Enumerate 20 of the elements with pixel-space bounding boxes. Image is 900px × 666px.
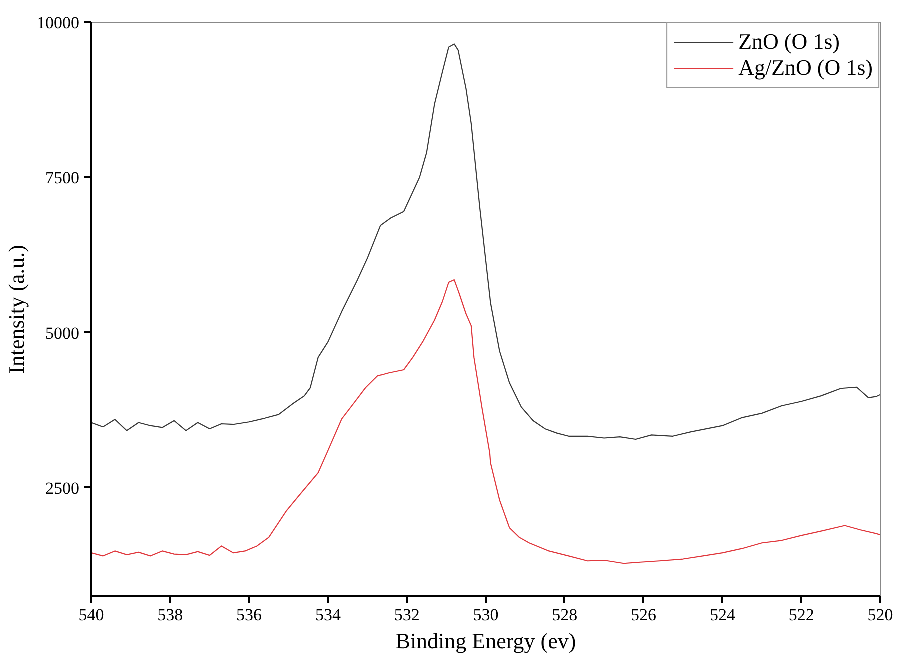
x-tick-label: 532	[394, 606, 420, 624]
x-tick-label: 520	[868, 606, 894, 624]
x-tick-label: 526	[631, 606, 657, 624]
x-tick-label: 522	[788, 606, 814, 624]
x-axis-title: Binding Energy (ev)	[396, 628, 576, 654]
legend-label: ZnO (O 1s)	[738, 29, 840, 55]
y-tick-label: 2500	[46, 478, 80, 498]
x-tick-label: 528	[552, 606, 578, 624]
x-tick-label: 538	[158, 606, 184, 624]
y-tick-label: 7500	[46, 168, 80, 188]
x-tick-label: 534	[315, 606, 342, 624]
y-axis-title: Intensity (a.u.)	[4, 245, 29, 374]
y-tick-label: 5000	[46, 324, 80, 343]
line-series	[92, 279, 880, 564]
x-tick-label: 540	[78, 606, 104, 624]
x-tick-label: 536	[236, 606, 262, 624]
legend-label: Ag/ZnO (O 1s)	[738, 55, 873, 81]
x-tick-label: 524	[710, 606, 736, 624]
x-tick-label: 530	[473, 606, 499, 624]
y-tick-label: 10000	[37, 14, 80, 32]
